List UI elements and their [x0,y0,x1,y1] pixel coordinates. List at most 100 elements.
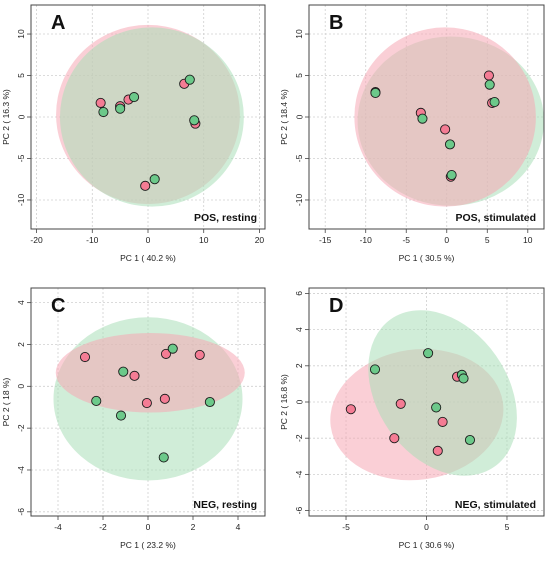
green-point [431,402,442,413]
pink-point [432,445,443,456]
y-tick-label: 0 [294,399,304,404]
y-tick-label: 4 [16,300,26,305]
y-tick-label: 0 [16,114,26,119]
y-tick-label: 2 [16,342,26,347]
confidence-ellipses [56,24,244,207]
green-point [91,395,102,407]
panel-d: -5 0 5 -6 -4 -2 0 2 4 6 PC 1 ( 30.6 %) PC 2 ( 16.8 … [279,287,545,550]
x-tick-label: -5 [402,235,410,245]
green-point [484,79,495,90]
panel-b: -15 -10 -5 0 5 10 -10 -5 0 5 10 PC 1 ( 30.5 %) PC 2 … [279,4,545,263]
green-point [446,170,457,181]
green-point [115,103,126,114]
y-tick-label: -4 [294,470,304,478]
green-point [464,434,476,446]
green-point [115,410,127,421]
y-tick-label: 5 [294,73,304,78]
green-point [118,366,129,377]
y-axis-title: PC 2 ( 16.8 %) [279,374,289,430]
y-tick-label: -6 [294,507,304,515]
x-axis-title: PC 1 ( 40.2 %) [120,253,176,263]
pink-point [437,416,448,427]
pink-point [159,393,170,404]
x-tick-label: -15 [319,235,332,245]
x-tick-label: 0 [146,522,151,532]
x-tick-label: 0 [424,522,429,532]
x-tick-label: -10 [86,235,99,245]
pink-point [129,370,140,381]
y-tick-label: -6 [16,508,26,516]
y-tick-label: 6 [294,291,304,296]
y-tick-label: 10 [294,29,304,39]
green-point [158,452,169,463]
pink-ellipse [354,27,536,207]
y-tick-label: 10 [16,29,26,39]
green-ellipse [59,27,244,207]
panel-annotation: POS, resting [194,212,257,224]
pink-point [440,124,451,135]
y-tick-label: -2 [16,424,26,432]
green-point [423,348,434,359]
y-tick-label: 5 [16,73,26,78]
green-point [184,74,195,85]
y-tick-label: -10 [16,194,26,207]
x-tick-label: 20 [255,235,265,245]
green-point [149,174,160,185]
x-tick-label: 2 [191,522,196,532]
green-point [98,106,109,118]
green-point [370,87,381,98]
green-point [129,92,140,103]
x-tick-label: 10 [199,235,209,245]
panel-annotation: NEG, resting [193,499,257,511]
pink-point [141,397,152,409]
panel-a: -20 -10 0 10 20 -10 -5 0 5 10 PC 1 ( 40.2 %) PC 2 (… [1,4,266,263]
x-tick-label: 4 [236,522,241,532]
panel-letter: A [51,12,65,34]
y-tick-label: -5 [16,154,26,162]
panel-annotation: POS, stimulated [455,212,536,224]
y-tick-label: -2 [294,434,304,442]
x-tick-label: 0 [444,235,449,245]
x-tick-label: -4 [54,522,62,532]
y-tick-label: 0 [294,114,304,119]
pink-point [389,433,400,444]
x-tick-label: 10 [523,235,533,245]
x-tick-label: 0 [146,235,151,245]
pink-point [483,70,494,81]
y-tick-label: -4 [16,466,26,474]
x-axis-title: PC 1 ( 30.6 %) [399,540,455,550]
pink-point [160,348,172,359]
y-axis-title: PC 2 ( 18 %) [1,378,11,427]
x-tick-label: 5 [505,522,510,532]
x-tick-label: 5 [485,235,490,245]
green-ellipse [368,310,517,476]
pink-point [140,180,151,191]
panel-letter: C [51,295,65,317]
x-axis-title: PC 1 ( 23.2 %) [120,540,176,550]
x-axis-title: PC 1 ( 30.5 %) [399,253,455,263]
green-point [167,343,178,354]
pink-point [395,398,406,409]
pink-point [345,404,356,415]
y-axis-title: PC 2 ( 16.3 %) [1,89,11,145]
x-tick-label: -20 [30,235,43,245]
green-point [417,113,428,124]
pink-point [95,97,106,108]
pink-point [194,349,205,360]
y-axis-title: PC 2 ( 18.4 %) [279,89,289,145]
y-tick-label: 4 [294,327,304,332]
y-tick-label: -10 [294,194,304,207]
panel-annotation: NEG, stimulated [455,499,536,511]
y-tick-label: 0 [16,384,26,389]
panel-letter: B [329,12,343,34]
y-tick-label: 2 [294,363,304,368]
green-point [444,139,456,150]
panel-c: -4 -2 0 2 4 -6 -4 -2 0 2 4 PC 1 ( 23.2 %) PC 2 ( 18 … [1,287,266,550]
green-point [204,396,215,408]
green-point [369,364,381,375]
green-point [189,115,200,126]
x-tick-label: -10 [360,235,373,245]
green-point [489,97,500,108]
x-tick-label: -5 [342,522,350,532]
